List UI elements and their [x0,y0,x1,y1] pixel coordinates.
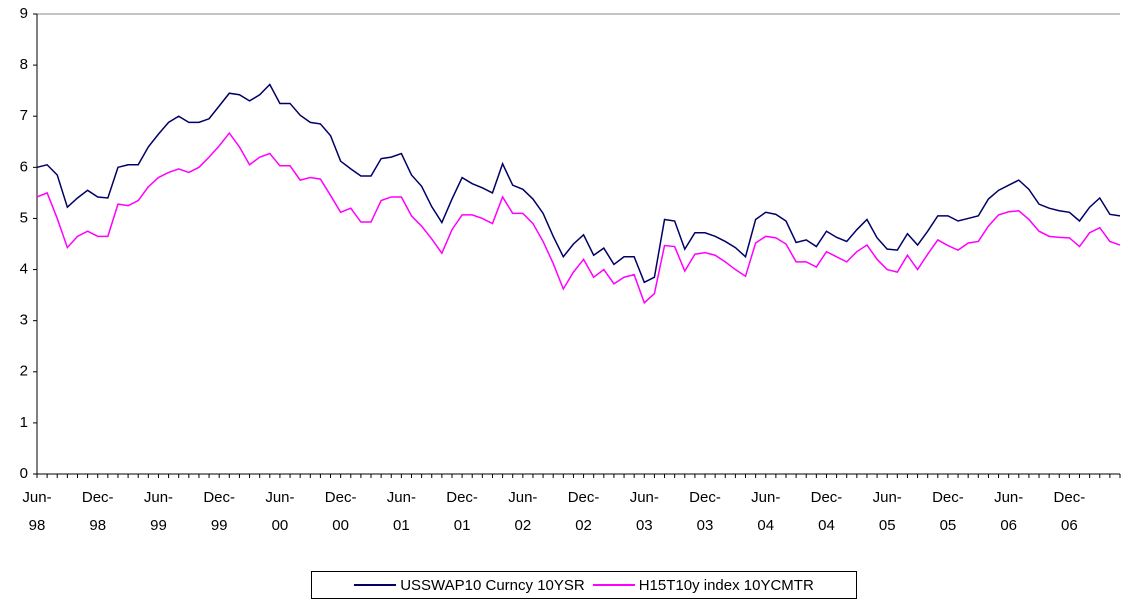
legend-label: USSWAP10 Curncy 10YSR [400,576,585,594]
x-tick-label: Jun-04 [751,489,781,534]
y-tick-label: 1 [20,414,28,431]
x-tick-label: Jun-03 [629,489,659,534]
x-tick-label: Jun-02 [508,489,538,534]
y-tick-label: 8 [20,56,28,73]
x-tick-label: Dec-06 [1053,489,1086,534]
x-tick-label: Dec-04 [810,489,843,534]
y-tick-label: 9 [20,5,28,22]
y-tick-label: 6 [20,158,28,175]
y-tick-label: 0 [20,465,28,482]
y-tick-label: 4 [20,261,28,278]
legend-swatch [592,584,635,586]
x-tick-label: Dec-02 [567,489,600,534]
y-tick-label: 2 [20,363,28,380]
legend: USSWAP10 Curncy 10YSR H15T10y index 10YCM… [311,571,857,599]
x-tick-label: Dec-03 [689,489,721,534]
x-tick-label: Jun-00 [265,489,295,534]
x-tick-label: Dec-00 [324,489,357,534]
series-line [36,131,1121,305]
legend-label: H15T10y index 10YCMTR [638,576,814,594]
y-tick-label: 3 [20,312,28,329]
x-tick-label: Dec-05 [932,489,964,534]
legend-item: USSWAP10 Curncy 10YSR [354,577,585,594]
x-tick-label: Jun-99 [143,489,174,534]
x-tick-label: Jun-98 [22,489,52,534]
x-tick-label: Jun-01 [386,489,416,534]
legend-swatch [354,584,397,586]
x-tick-label: Jun-05 [872,489,902,534]
x-tick-label: Dec-01 [446,489,478,534]
x-tick-label: Jun-06 [994,489,1024,534]
x-tick-label: Dec-98 [81,489,114,534]
series-line [36,83,1121,284]
x-tick-label: Dec-99 [203,489,235,534]
y-tick-label: 7 [20,107,28,124]
legend-item: H15T10y index 10YCMTR [592,576,814,594]
y-tick-label: 5 [20,209,28,226]
